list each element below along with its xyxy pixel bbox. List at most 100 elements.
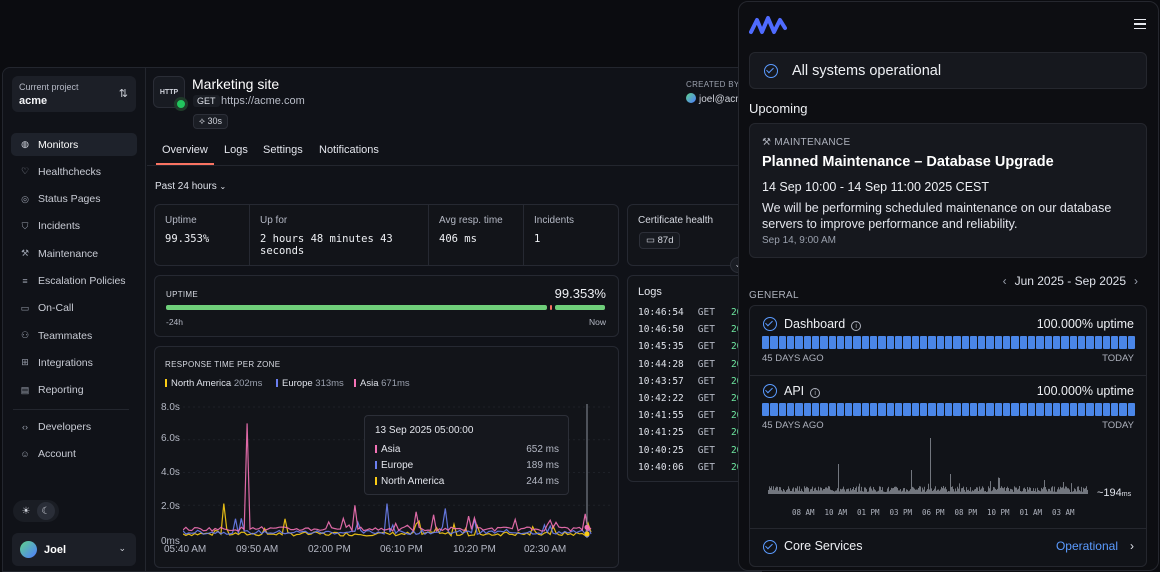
uptime-day-bar[interactable] (878, 336, 886, 349)
uptime-day-bar[interactable] (778, 336, 786, 349)
uptime-day-bar[interactable] (878, 403, 886, 416)
uptime-day-bar[interactable] (1119, 403, 1127, 416)
maintenance-card[interactable]: ⚒ MAINTENANCE Planned Maintenance – Data… (749, 123, 1147, 258)
tab-overview[interactable]: Overview (156, 144, 214, 165)
uptime-day-bar[interactable] (1069, 403, 1077, 416)
uptime-day-bar[interactable] (770, 403, 778, 416)
chevron-right-icon[interactable]: › (1134, 274, 1138, 288)
uptime-day-bar[interactable] (870, 336, 878, 349)
uptime-day-bar[interactable] (978, 403, 986, 416)
uptime-day-bar[interactable] (953, 336, 961, 349)
uptime-day-bar[interactable] (978, 336, 986, 349)
uptime-day-bar[interactable] (1011, 403, 1019, 416)
log-row[interactable]: 10:46:50 GET 20 (638, 324, 742, 335)
user-menu[interactable]: Joel ⌄ (12, 533, 136, 566)
uptime-day-bar[interactable] (778, 403, 786, 416)
uptime-day-bar[interactable] (986, 403, 994, 416)
uptime-day-bar[interactable] (1003, 403, 1011, 416)
uptime-day-bar[interactable] (919, 336, 928, 349)
uptime-day-bar[interactable] (969, 336, 978, 349)
time-range-select[interactable]: Past 24 hours ⌄ (155, 181, 226, 192)
log-row[interactable]: 10:41:25 GET 20 (638, 427, 742, 438)
uptime-day-bar[interactable] (803, 336, 811, 349)
uptime-day-bar[interactable] (820, 336, 828, 349)
uptime-day-bar[interactable] (1011, 336, 1019, 349)
uptime-day-bar[interactable] (1111, 403, 1119, 416)
uptime-day-bar[interactable] (836, 336, 845, 349)
uptime-day-bar[interactable] (1044, 336, 1052, 349)
uptime-day-bar[interactable] (1036, 403, 1044, 416)
legend-north-america[interactable]: North America 202ms (165, 378, 262, 389)
uptime-day-bar[interactable] (911, 336, 919, 349)
info-icon[interactable]: i (851, 321, 862, 331)
uptime-day-bar[interactable] (1086, 403, 1094, 416)
uptime-day-bar[interactable] (936, 403, 944, 416)
uptime-day-bar[interactable] (928, 336, 936, 349)
sidebar-item-status-pages[interactable]: ◎ Status Pages (11, 188, 137, 211)
menu-icon[interactable] (1134, 19, 1146, 29)
uptime-day-bar[interactable] (1061, 403, 1069, 416)
chevron-left-icon[interactable]: ‹ (1002, 274, 1007, 288)
uptime-day-bar[interactable] (1111, 336, 1119, 349)
uptime-day-bar[interactable] (795, 336, 803, 349)
log-row[interactable]: 10:40:25 GET 20 (638, 445, 742, 456)
log-row[interactable]: 10:42:22 GET 20 (638, 393, 742, 404)
log-row[interactable]: 10:45:35 GET 20 (638, 341, 742, 352)
uptime-day-bar[interactable] (828, 403, 836, 416)
uptime-day-bar[interactable] (1019, 403, 1027, 416)
log-row[interactable]: 10:43:57 GET 20 (638, 376, 742, 387)
uptime-day-bar[interactable] (845, 336, 853, 349)
info-icon[interactable]: i (810, 388, 821, 398)
sidebar-item-maintenance[interactable]: ⚒ Maintenance (11, 242, 137, 265)
uptime-day-bar[interactable] (836, 403, 845, 416)
uptime-day-bar[interactable] (1127, 403, 1136, 416)
uptime-day-bar[interactable] (861, 403, 870, 416)
uptime-day-bar[interactable] (911, 403, 919, 416)
uptime-day-bar[interactable] (1102, 403, 1111, 416)
uptime-day-bar[interactable] (953, 403, 961, 416)
uptime-day-bar[interactable] (895, 336, 903, 349)
uptime-day-bar[interactable] (1086, 336, 1094, 349)
uptime-day-bar[interactable] (961, 403, 969, 416)
uptime-day-bar[interactable] (1127, 336, 1136, 349)
log-row[interactable]: 10:44:28 GET 20 (638, 359, 742, 370)
uptime-day-bar[interactable] (1094, 403, 1102, 416)
sidebar-item-account[interactable]: ☺ Account (11, 442, 137, 465)
sidebar-item-on-call[interactable]: ▭ On-Call (11, 297, 137, 320)
uptime-day-bar[interactable] (1119, 336, 1127, 349)
log-row[interactable]: 10:41:55 GET 20 (638, 410, 742, 421)
uptime-day-bar[interactable] (994, 403, 1003, 416)
uptime-day-bar[interactable] (1044, 403, 1052, 416)
sidebar-item-monitors[interactable]: ◍ Monitors (11, 133, 137, 156)
uptime-day-bar[interactable] (795, 403, 803, 416)
tab-settings[interactable]: Settings (263, 144, 303, 156)
theme-toggle[interactable]: ☀ ☾ (13, 500, 59, 522)
response-sparkline[interactable] (768, 432, 1090, 500)
uptime-day-bar[interactable] (1102, 336, 1111, 349)
sidebar-item-healthchecks[interactable]: ♡ Healthchecks (11, 160, 137, 183)
uptime-day-bar[interactable] (944, 336, 953, 349)
uptime-day-bar[interactable] (786, 336, 795, 349)
uptime-day-bar[interactable] (1028, 403, 1036, 416)
uptime-day-bar[interactable] (853, 336, 861, 349)
log-row[interactable]: 10:46:54 GET 20 (638, 307, 742, 318)
uptime-day-bar[interactable] (1003, 336, 1011, 349)
monitor-url[interactable]: https://acme.com (221, 95, 305, 107)
uptime-day-bar[interactable] (903, 336, 911, 349)
moon-icon[interactable]: ☾ (37, 502, 55, 520)
sidebar-item-reporting[interactable]: ▤ Reporting (11, 379, 137, 402)
sidebar-item-escalation-policies[interactable]: ≡ Escalation Policies (11, 270, 137, 293)
service-api[interactable]: API i 100.000% uptime 45 DAYS AGO TODAY (750, 384, 1146, 570)
uptime-day-bar[interactable] (853, 403, 861, 416)
uptime-day-bar[interactable] (828, 336, 836, 349)
uptime-day-bar[interactable] (886, 336, 894, 349)
tab-logs[interactable]: Logs (224, 144, 248, 156)
uptime-day-bar[interactable] (895, 403, 903, 416)
uptime-day-bar[interactable] (1036, 336, 1044, 349)
uptime-day-bar[interactable] (919, 403, 928, 416)
uptime-day-bar[interactable] (1077, 403, 1086, 416)
uptime-day-bar[interactable] (1061, 336, 1069, 349)
legend-europe[interactable]: Europe 313ms (276, 378, 344, 389)
uptime-day-bar[interactable] (762, 403, 770, 416)
uptime-day-bar[interactable] (820, 403, 828, 416)
